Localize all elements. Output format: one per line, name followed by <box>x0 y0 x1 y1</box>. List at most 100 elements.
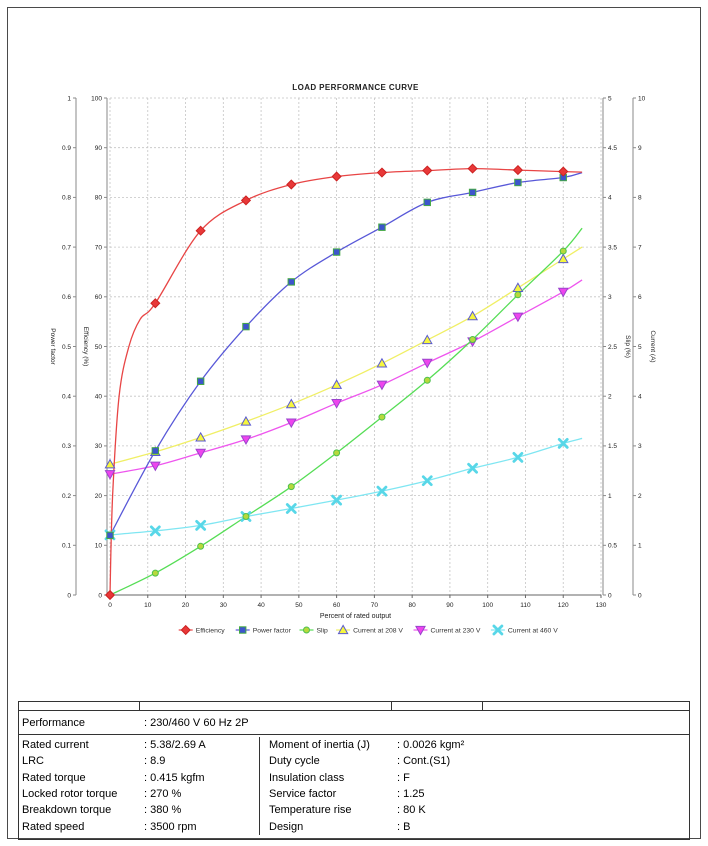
current-tick-label: 0 <box>638 592 642 599</box>
efficiency-tick-label: 40 <box>95 394 103 401</box>
legend-label-power-factor: Power factor <box>253 627 292 634</box>
spec-table-right: Moment of inertia (J): 0.0026 kgm² Duty c… <box>259 737 689 835</box>
slip-marker <box>423 376 431 384</box>
current-axis-label: Current (A) <box>649 330 656 362</box>
x-tick-label: 0 <box>108 602 112 609</box>
table-divider <box>139 702 140 710</box>
power_factor-tick-label: 1 <box>67 95 71 102</box>
spec-value-left-1: : 8.9 <box>144 755 166 768</box>
spec-value-right-2: : F <box>397 771 410 784</box>
power_factor-tick-label: 0.8 <box>62 195 71 202</box>
current-at-230-v-marker <box>285 418 297 429</box>
efficiency-marker <box>195 225 206 236</box>
spec-value-right-3: : 1.25 <box>397 788 425 801</box>
spec-label-left-2: Rated torque <box>22 771 86 784</box>
current-at-208-v-marker <box>421 334 433 345</box>
legend-label-efficiency: Efficiency <box>196 627 226 634</box>
slip-tick-label: 1 <box>608 493 612 500</box>
power-factor-marker <box>378 223 386 231</box>
efficiency-line <box>109 167 583 596</box>
current-at-208-v-marker <box>512 282 524 292</box>
power_factor-tick-label: 0.6 <box>62 294 71 301</box>
slip-marker <box>197 542 205 550</box>
table-divider <box>482 702 483 710</box>
power-factor-marker <box>332 248 341 256</box>
power-factor-line <box>109 171 583 536</box>
slip-tick-label: 4 <box>608 195 612 202</box>
power_factor-tick-label: 0.2 <box>62 493 71 500</box>
current-at-208-v-marker <box>240 415 252 426</box>
slip-tick-label: 0.5 <box>608 543 617 550</box>
current-at-230-v-marker <box>195 448 207 459</box>
chart-title: LOAD PERFORMANCE CURVE <box>292 83 419 92</box>
power-factor-marker <box>423 198 431 207</box>
power_factor-tick-label: 0.4 <box>62 394 71 401</box>
spec-table-left: Rated current : 5.38/2.69 A LRC : 8.9 Rated … <box>19 737 259 835</box>
power-factor-marker <box>468 188 477 197</box>
power-factor-marker <box>196 377 205 385</box>
efficiency-marker <box>512 164 524 176</box>
power-factor-marker <box>239 626 247 634</box>
efficiency-tick-label: 60 <box>95 294 103 301</box>
efficiency-marker <box>104 589 116 601</box>
efficiency-tick-label: 20 <box>95 493 103 500</box>
efficiency-marker <box>376 167 388 178</box>
current-at-460-v-marker <box>149 525 161 537</box>
x-tick-label: 70 <box>371 602 379 609</box>
efficiency-tick-label: 50 <box>95 344 103 351</box>
slip-marker <box>559 247 567 255</box>
current-at-208-v-marker <box>557 253 569 264</box>
current-tick-label: 1 <box>638 543 642 550</box>
spec-table-body: Rated current : 5.38/2.69 A LRC : 8.9 Rated … <box>19 734 689 840</box>
performance-label: Performance <box>22 716 85 729</box>
spec-label-left-4: Breakdown torque <box>22 804 112 817</box>
x-tick-label: 90 <box>446 602 454 609</box>
efficiency-tick-label: 30 <box>95 443 103 450</box>
power-factor-marker <box>151 447 160 455</box>
legend-label-current-at-208-v: Current at 208 V <box>353 627 403 634</box>
current-tick-label: 2 <box>638 493 642 500</box>
current-at-208-v-marker <box>331 379 343 389</box>
current-at-460-v-marker <box>492 624 504 636</box>
spec-label-left-1: LRC <box>22 755 45 768</box>
current-at-460-v-marker <box>331 494 343 506</box>
spec-label-right-0: Moment of inertia (J) <box>269 739 370 752</box>
spec-label-right-2: Insulation class <box>269 771 345 784</box>
efficiency-marker <box>180 624 191 636</box>
power_factor-tick-label: 0.7 <box>62 244 71 251</box>
x-tick-label: 100 <box>482 602 493 609</box>
performance-value: : 230/460 V 60 Hz 2P <box>144 716 249 729</box>
current-at-208-v-marker <box>285 398 297 409</box>
spec-value-left-2: : 0.415 kgfm <box>144 771 205 784</box>
slip-tick-label: 4.5 <box>608 145 617 152</box>
current-at-230-v-marker <box>240 435 252 446</box>
slip-marker <box>469 336 477 344</box>
spec-value-left-0: : 5.38/2.69 A <box>144 739 206 752</box>
spec-label-left-0: Rated current <box>22 739 89 752</box>
current-at-460-v-marker <box>195 520 207 531</box>
current-at-230-v-marker <box>149 461 161 472</box>
table-slim-row <box>19 701 689 710</box>
slip-marker <box>151 569 159 577</box>
power_factor-axis-label: Power factor <box>49 328 56 365</box>
page-border: 0 10 20 30 40 50 60 70 80 90 100 110 120 130 Percent o… <box>7 7 701 840</box>
efficiency-marker <box>331 171 342 182</box>
x-tick-label: 110 <box>520 602 531 609</box>
efficiency-marker <box>240 195 252 206</box>
power_factor-tick-label: 0.5 <box>62 344 71 351</box>
current-at-208-v-marker <box>337 624 349 635</box>
spec-label-left-5: Rated speed <box>22 820 85 833</box>
efficiency-tick-label: 10 <box>95 543 103 550</box>
current-at-208-v-marker <box>104 458 116 469</box>
slip-marker <box>287 483 295 491</box>
current-tick-label: 10 <box>638 95 646 102</box>
slip-tick-label: 2.5 <box>608 344 617 351</box>
efficiency-tick-label: 90 <box>95 145 103 152</box>
efficiency-tick-label: 100 <box>91 95 102 102</box>
current-at-460-v-marker <box>376 485 388 497</box>
efficiency-marker <box>150 298 161 309</box>
slip-axis-label: Slip (%) <box>624 335 631 358</box>
power-factor-marker <box>287 278 295 286</box>
x-tick-label: 120 <box>558 602 569 609</box>
